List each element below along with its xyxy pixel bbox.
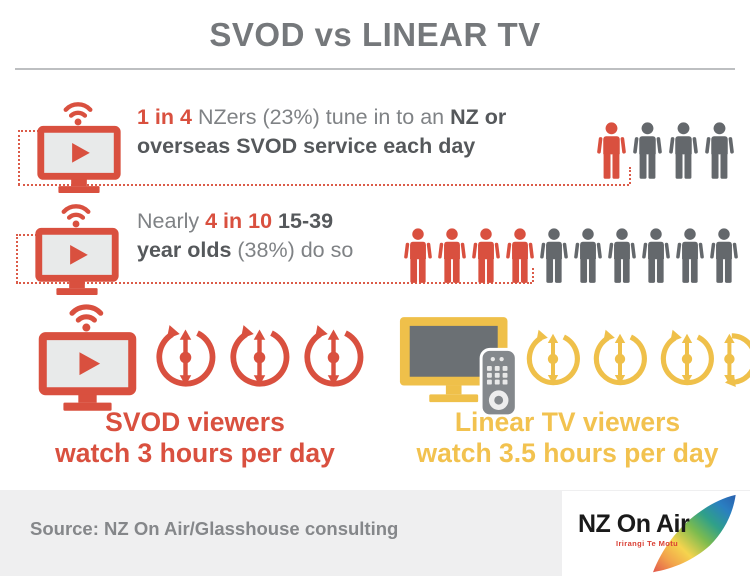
person-icon bbox=[633, 115, 662, 182]
nz-on-air-logo: NZ On Air Irirangi Te Motu bbox=[562, 491, 750, 576]
stat-mid: NZers (23%) tune in to an bbox=[191, 105, 451, 129]
stat-line-1: 1 in 4 NZers (23%) tune in to an NZ or bbox=[137, 103, 506, 132]
source-text: Source: NZ On Air/Glasshouse consulting bbox=[30, 518, 399, 539]
linear-viewers-label: Linear TV viewers watch 3.5 hours per da… bbox=[385, 407, 750, 469]
people-pictogram-1-of-4 bbox=[597, 115, 734, 182]
stat-line2-bold: overseas SVOD service each day bbox=[137, 134, 476, 158]
person-icon bbox=[506, 218, 534, 286]
clock-icon bbox=[150, 322, 221, 393]
dotted-bracket-end-1 bbox=[629, 167, 631, 184]
dotted-bracket-left-1 bbox=[18, 130, 20, 185]
svod-tv-icon-large bbox=[30, 296, 145, 413]
svod-viewers-label: SVOD viewers watch 3 hours per day bbox=[15, 407, 375, 469]
koru-swoosh-icon bbox=[641, 494, 745, 574]
person-icon bbox=[705, 115, 734, 182]
stat-line-2: overseas SVOD service each day bbox=[137, 132, 506, 161]
person-icon bbox=[438, 218, 466, 286]
clock-icon bbox=[298, 322, 369, 393]
svod-tv-icon-2 bbox=[28, 197, 126, 297]
half-clock-icon bbox=[722, 327, 750, 391]
stat-ratio: 1 in 4 bbox=[137, 105, 192, 129]
person-icon bbox=[608, 218, 636, 286]
svod-hours-clocks bbox=[150, 322, 372, 393]
page-title: SVOD vs LINEAR TV bbox=[209, 16, 541, 53]
clock-icon bbox=[588, 327, 652, 391]
clock-icon bbox=[655, 327, 719, 391]
stat-line2-rest: (38%) do so bbox=[237, 238, 354, 262]
linear-tv-remote-icon bbox=[397, 312, 529, 418]
logo-subtitle: Irirangi Te Motu bbox=[616, 539, 679, 548]
stat-bold-tail: 15-39 bbox=[278, 209, 334, 233]
svod-tv-icon bbox=[30, 95, 128, 195]
svod-viewers-line2: watch 3 hours per day bbox=[55, 438, 335, 468]
clock-icon bbox=[521, 327, 585, 391]
person-icon bbox=[404, 218, 432, 286]
person-icon bbox=[540, 218, 568, 286]
dotted-bracket-top-1 bbox=[18, 130, 39, 132]
person-icon bbox=[597, 115, 626, 182]
dotted-bracket-left-2 bbox=[16, 234, 18, 283]
stat-ratio: 4 in 10 bbox=[205, 209, 273, 233]
linear-viewers-line2: watch 3.5 hours per day bbox=[416, 438, 719, 468]
person-icon bbox=[669, 115, 698, 182]
remote-control-icon bbox=[479, 347, 518, 418]
stat-line-2: year olds (38%) do so bbox=[137, 236, 353, 265]
stat-pre: Nearly bbox=[137, 209, 206, 233]
stat-bold-tail: NZ or bbox=[450, 105, 507, 129]
title-divider bbox=[15, 68, 735, 70]
dotted-bracket-bottom-1 bbox=[18, 184, 629, 186]
people-pictogram-4-of-10 bbox=[404, 218, 738, 286]
stat-text-svod-daily: 1 in 4 NZers (23%) tune in to an NZ or o… bbox=[137, 103, 506, 161]
logo-title: NZ On Air bbox=[578, 510, 690, 538]
stat-line2-bold: year olds bbox=[137, 238, 238, 262]
svod-viewers-line1: SVOD viewers bbox=[105, 407, 285, 437]
stat-text-svod-young: Nearly 4 in 10 15-39 year olds (38%) do … bbox=[137, 207, 353, 265]
stat-line-1: Nearly 4 in 10 15-39 bbox=[137, 207, 353, 236]
linear-viewers-line1: Linear TV viewers bbox=[454, 407, 681, 437]
dotted-bracket-bottom-2 bbox=[16, 282, 532, 284]
person-icon bbox=[642, 218, 670, 286]
person-icon bbox=[710, 218, 738, 286]
linear-hours-clocks bbox=[521, 327, 750, 391]
dotted-bracket-top-2 bbox=[16, 234, 37, 236]
person-icon bbox=[472, 218, 500, 286]
dotted-bracket-end-2 bbox=[532, 268, 534, 282]
person-icon bbox=[676, 218, 704, 286]
person-icon bbox=[574, 218, 602, 286]
clock-icon bbox=[224, 322, 295, 393]
